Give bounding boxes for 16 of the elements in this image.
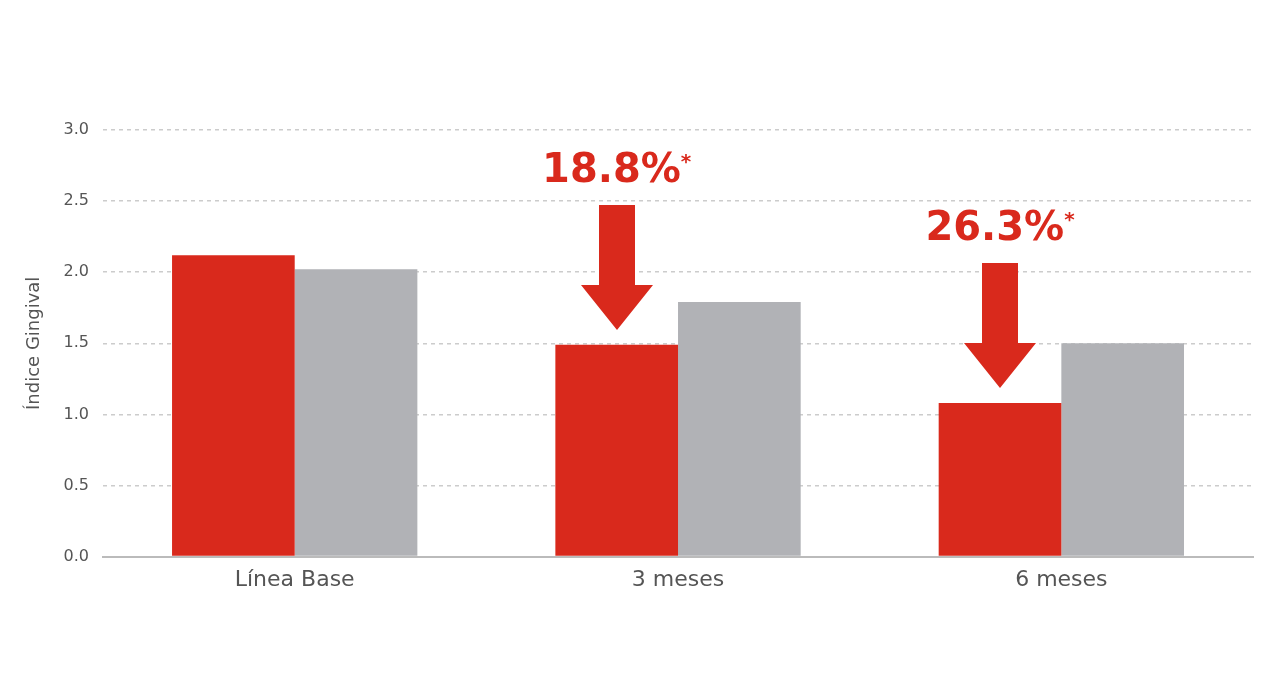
bar bbox=[938, 403, 1062, 556]
bar bbox=[172, 255, 295, 556]
y-tick-label: 0.0 bbox=[63, 545, 90, 565]
bar bbox=[555, 344, 679, 556]
y-tick-label: 1.5 bbox=[63, 332, 90, 352]
y-tick-label: 2.0 bbox=[63, 261, 90, 281]
annotation: 18.8%$^{*}$ bbox=[542, 144, 692, 191]
y-tick-label: 1.0 bbox=[63, 403, 90, 423]
x-tick-label: 6 meses bbox=[1015, 565, 1108, 591]
x-tick-label: Línea Base bbox=[234, 565, 355, 591]
x-tick-label: 3 meses bbox=[631, 565, 725, 591]
y-tick-label: 3.0 bbox=[63, 119, 90, 139]
y-axis-title: Índice Gingival bbox=[22, 276, 44, 410]
annotation: 26.3%$^{*}$ bbox=[925, 203, 1075, 250]
y-tick-label: 0.5 bbox=[63, 474, 90, 494]
y-tick-label: 2.5 bbox=[63, 190, 90, 210]
